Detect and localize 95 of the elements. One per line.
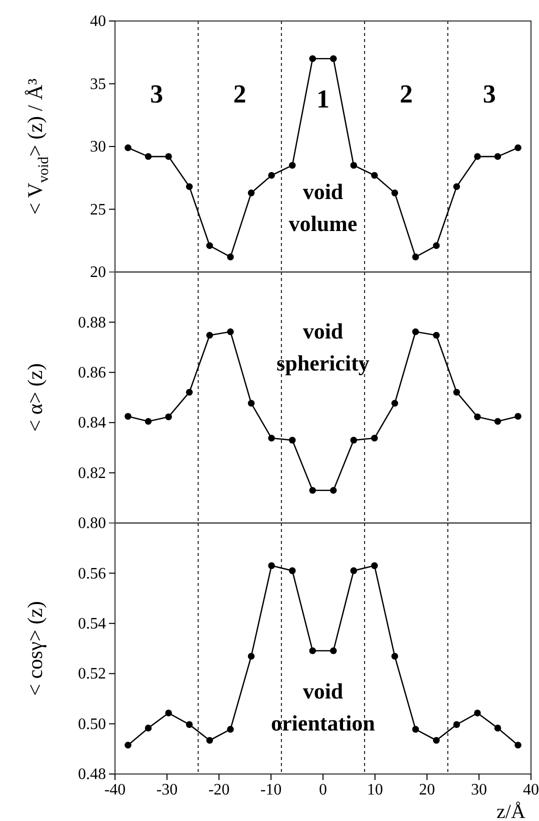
y-tick-label: 0.56: [78, 565, 106, 582]
point: [371, 172, 378, 179]
point: [494, 724, 502, 732]
annotation: 3: [482, 79, 496, 108]
x-tick-label: -40: [104, 781, 126, 798]
point: [350, 567, 358, 574]
point: [144, 724, 152, 732]
point: [165, 153, 172, 160]
point: [227, 254, 234, 260]
point: [248, 190, 255, 196]
annotation: 2: [233, 79, 246, 108]
point: [124, 742, 132, 749]
point: [186, 388, 193, 396]
point: [206, 242, 214, 250]
point: [391, 652, 398, 660]
point: [288, 162, 296, 169]
point: [412, 328, 419, 336]
point: [494, 418, 502, 425]
x-tick-label: 10: [367, 781, 383, 798]
y-tick-label: 30: [90, 138, 106, 156]
annotation: void volume: [288, 179, 358, 236]
x-axis-title: z/Å: [496, 801, 526, 821]
point: [165, 413, 172, 420]
annotation: 2: [400, 79, 413, 108]
annotation: 1: [316, 84, 330, 114]
annotation: void orientation: [271, 678, 375, 736]
point: [288, 436, 296, 444]
x-tick-label: 20: [419, 781, 435, 798]
point: [186, 183, 193, 190]
point: [474, 413, 481, 420]
point: [268, 434, 275, 442]
y-tick-label: 40: [90, 13, 106, 30]
point: [330, 55, 337, 62]
x-tick-label: 40: [523, 781, 539, 798]
y-tick-label: 0.50: [78, 716, 106, 733]
y-tick-label: 0.52: [78, 666, 106, 683]
point: [248, 400, 255, 407]
point: [453, 721, 460, 728]
point: [350, 162, 358, 169]
y-axis-title: < α> (z): [22, 363, 47, 432]
point: [474, 153, 481, 160]
point: [248, 652, 255, 660]
y-tick-label: 0.86: [78, 364, 106, 382]
point: [350, 436, 358, 444]
y-tick-label: 25: [90, 201, 106, 218]
point: [206, 736, 214, 744]
point: [330, 647, 337, 654]
point: [186, 721, 193, 728]
point: [288, 567, 296, 574]
x-tick-label: 30: [471, 781, 487, 798]
point: [453, 183, 460, 190]
point: [268, 172, 275, 179]
point: [309, 486, 316, 494]
y-tick-label: 0.88: [78, 314, 106, 332]
point: [514, 144, 522, 152]
point: [144, 153, 152, 160]
x-tick-label: -30: [156, 781, 178, 798]
point: [309, 647, 316, 654]
point: [391, 400, 398, 407]
point: [371, 434, 378, 442]
point: [309, 55, 316, 62]
point: [432, 736, 440, 744]
point: [391, 190, 398, 196]
point: [124, 144, 132, 152]
point: [206, 332, 214, 339]
point: [227, 328, 234, 336]
x-tick-label: -20: [208, 781, 230, 798]
point: [432, 242, 440, 250]
point: [494, 153, 502, 160]
y-tick-label: 35: [90, 76, 106, 93]
point: [474, 710, 481, 716]
point: [371, 562, 378, 570]
x-tick-label: -10: [260, 781, 282, 798]
point: [412, 254, 419, 260]
point: [453, 388, 460, 396]
point: [432, 332, 440, 339]
point: [412, 726, 419, 733]
y-tick-label: 20: [90, 264, 106, 282]
point: [330, 486, 337, 494]
y-tick-label: 0.54: [78, 616, 106, 633]
point: [165, 710, 172, 716]
point: [268, 562, 275, 570]
point: [514, 742, 522, 749]
point: [227, 726, 234, 733]
y-axis-title: < cosγ> (z): [22, 601, 47, 696]
y-tick-label: 0.82: [78, 464, 106, 482]
y-tick-label: 0.80: [78, 515, 106, 532]
x-tick-label: 0: [319, 781, 327, 798]
annotation: 3: [150, 79, 164, 108]
y-tick-label: 0.48: [78, 766, 106, 784]
point: [124, 412, 132, 420]
point: [144, 418, 152, 425]
point: [514, 412, 522, 420]
annotation: void sphericity: [276, 318, 370, 376]
y-tick-label: 0.84: [78, 414, 106, 432]
